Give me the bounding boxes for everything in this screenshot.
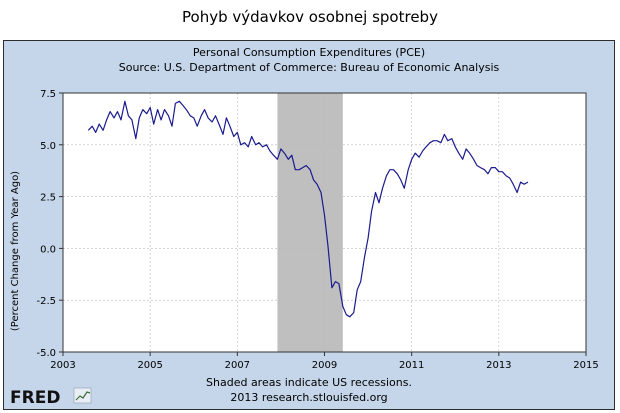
fred-logo-text: FRED: [10, 388, 60, 408]
fred-logo-graph-line: [75, 391, 91, 401]
series-line: [87, 100, 529, 318]
chart-title: Personal Consumption Expenditures (PCE): [193, 46, 425, 59]
footer-source: 2013 research.stlouisfed.org: [230, 391, 387, 404]
x-tick-label: 2013: [486, 360, 511, 371]
y-tick-label: 7.5: [40, 89, 56, 100]
chart-frame: Personal Consumption Expenditures (PCE) …: [3, 40, 615, 410]
pce-chart: Personal Consumption Expenditures (PCE) …: [10, 46, 599, 408]
y-tick-label: 0.0: [40, 244, 56, 255]
x-tick-label: 2009: [312, 360, 337, 371]
x-tick-label: 2007: [225, 360, 250, 371]
plot-area: -5.0 -2.5 0.0 2.5 5.0 7.5 2003 2005 2007 2009 2011…: [36, 89, 598, 371]
chart-subtitle: Source: U.S. Department of Commerce: Bur…: [119, 61, 500, 74]
fred-logo-graph-icon: [73, 387, 92, 404]
y-tick-label: -5.0: [36, 348, 56, 359]
x-tick-label: 2003: [50, 360, 75, 371]
x-tick-label: 2011: [399, 360, 424, 371]
y-tick-label: 5.0: [40, 141, 56, 152]
recession-band: [277, 93, 343, 352]
fred-logo: FRED: [10, 387, 92, 408]
page-title: Pohyb výdavkov osobnej spotreby: [182, 8, 438, 26]
footer-note: Shaded areas indicate US recessions.: [206, 376, 412, 389]
x-tick-label: 2005: [137, 360, 162, 371]
y-tick-label: 2.5: [40, 193, 56, 204]
y-tick-label: -2.5: [36, 296, 56, 307]
y-axis-label: (Percent Change from Year Ago): [10, 171, 21, 331]
x-tick-label: 2015: [573, 360, 598, 371]
